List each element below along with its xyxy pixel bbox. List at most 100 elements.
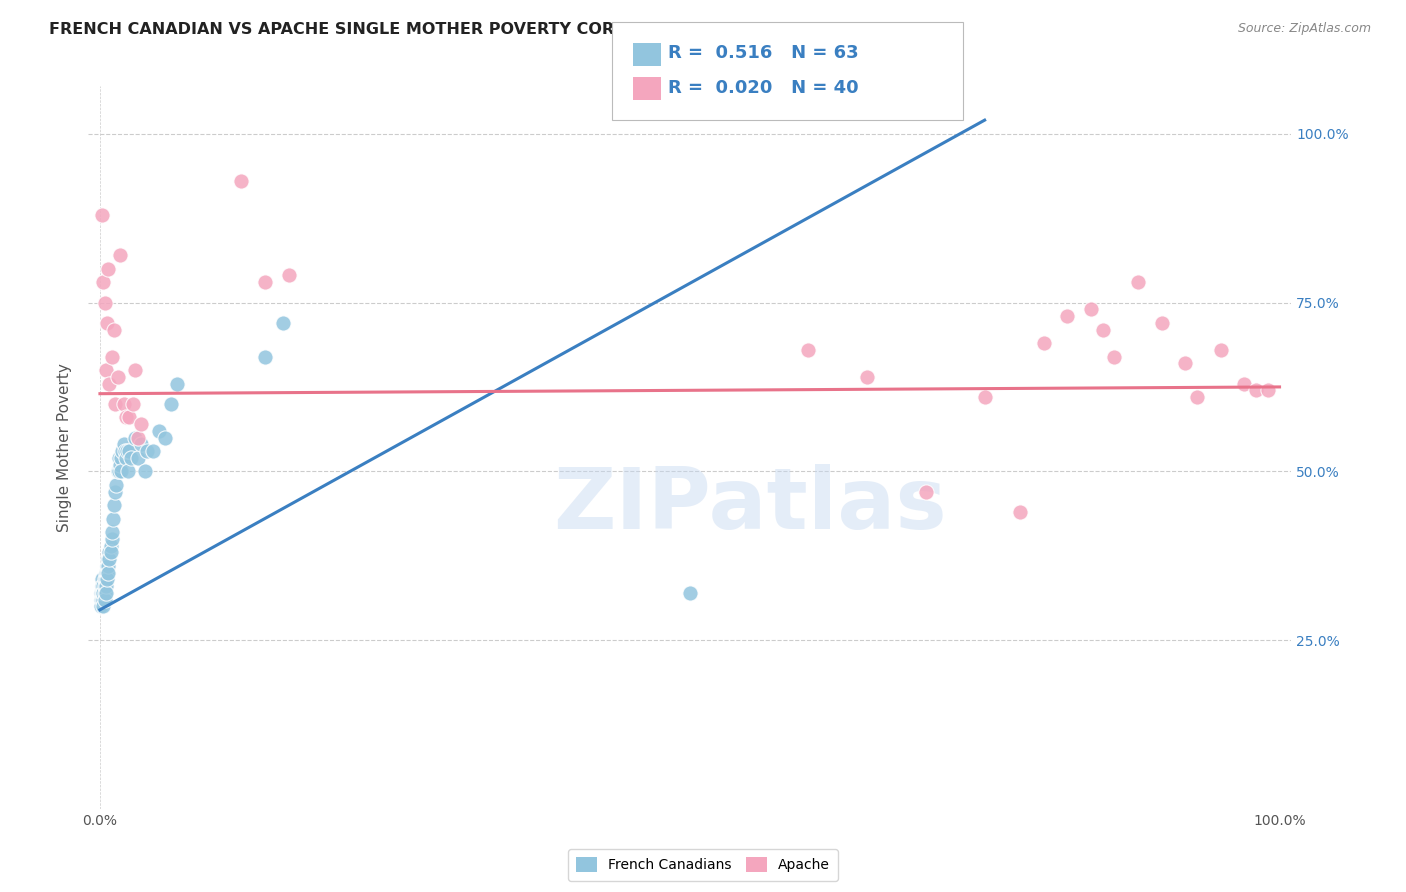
Point <box>254 350 277 364</box>
Point <box>100 545 122 559</box>
Point <box>112 437 135 451</box>
Point <box>855 369 877 384</box>
Point <box>112 397 135 411</box>
Point <box>1185 390 1208 404</box>
Point <box>93 573 115 587</box>
Point <box>96 558 118 573</box>
Point <box>96 573 118 587</box>
Point <box>98 552 121 566</box>
Point <box>231 174 253 188</box>
Point <box>94 573 117 587</box>
Point <box>1150 316 1173 330</box>
Point <box>96 316 118 330</box>
Point <box>166 376 188 391</box>
Point <box>93 275 115 289</box>
Point <box>120 450 142 465</box>
Legend: French Canadians, Apache: French Canadians, Apache <box>568 849 838 880</box>
Point <box>277 268 299 283</box>
Point <box>1244 384 1267 398</box>
Point <box>101 511 124 525</box>
Point <box>91 592 114 607</box>
Point <box>124 431 146 445</box>
Point <box>1233 376 1256 391</box>
Point <box>134 464 156 478</box>
Point <box>115 444 138 458</box>
Point <box>98 545 121 559</box>
Text: R =  0.516   N = 63: R = 0.516 N = 63 <box>668 44 859 62</box>
Point <box>114 444 136 458</box>
Point <box>129 417 152 431</box>
Point <box>100 525 122 540</box>
Point <box>118 444 141 458</box>
Point <box>94 566 117 580</box>
Point <box>93 586 115 600</box>
Point <box>115 410 138 425</box>
Point <box>91 208 114 222</box>
Point <box>94 579 117 593</box>
Point <box>98 376 121 391</box>
Point <box>1091 322 1114 336</box>
Point <box>124 363 146 377</box>
Point <box>91 579 114 593</box>
Point <box>973 390 995 404</box>
Text: FRENCH CANADIAN VS APACHE SINGLE MOTHER POVERTY CORRELATION CHART: FRENCH CANADIAN VS APACHE SINGLE MOTHER … <box>49 22 769 37</box>
Point <box>107 369 129 384</box>
Point <box>122 397 145 411</box>
Point <box>115 450 138 465</box>
Point <box>107 464 129 478</box>
Point <box>142 444 165 458</box>
Point <box>1174 356 1197 370</box>
Point <box>93 579 115 593</box>
Text: Source: ZipAtlas.com: Source: ZipAtlas.com <box>1237 22 1371 36</box>
Point <box>129 437 152 451</box>
Point <box>90 592 112 607</box>
Point <box>100 350 122 364</box>
Point <box>110 450 132 465</box>
Point <box>100 539 122 553</box>
Point <box>159 397 181 411</box>
Point <box>111 444 134 458</box>
Point <box>91 573 114 587</box>
Point <box>104 397 127 411</box>
Point <box>1209 343 1232 357</box>
Point <box>105 478 128 492</box>
Point <box>93 592 115 607</box>
Point <box>93 599 115 614</box>
Point <box>91 586 114 600</box>
Point <box>914 484 936 499</box>
Point <box>97 261 120 276</box>
Point <box>110 464 132 478</box>
Point <box>254 275 277 289</box>
Point <box>97 566 120 580</box>
Point <box>127 450 149 465</box>
Point <box>96 566 118 580</box>
Point <box>108 458 131 472</box>
Point <box>93 592 115 607</box>
Point <box>118 410 141 425</box>
Point <box>93 295 115 310</box>
Point <box>796 343 818 357</box>
Point <box>97 558 120 573</box>
Point <box>1056 309 1078 323</box>
Point <box>93 586 115 600</box>
Point <box>108 450 131 465</box>
Point <box>679 586 702 600</box>
Text: R =  0.020   N = 40: R = 0.020 N = 40 <box>668 79 859 97</box>
Point <box>104 484 127 499</box>
Point <box>271 316 294 330</box>
Point <box>90 599 112 614</box>
Point <box>1032 336 1054 351</box>
Point <box>1126 275 1149 289</box>
Point <box>94 586 117 600</box>
Y-axis label: Single Mother Poverty: Single Mother Poverty <box>58 363 72 533</box>
Point <box>1008 505 1031 519</box>
Point <box>97 552 120 566</box>
Point <box>108 248 131 262</box>
Point <box>100 532 122 546</box>
Point <box>103 322 125 336</box>
Point <box>108 464 131 478</box>
Point <box>93 579 115 593</box>
Point <box>94 363 117 377</box>
Point <box>1080 302 1102 317</box>
Text: ZIPatlas: ZIPatlas <box>553 464 946 547</box>
